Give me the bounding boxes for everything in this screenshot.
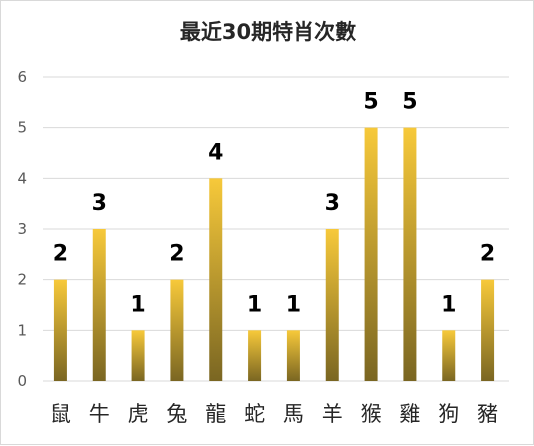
x-tick-label: 狗 bbox=[438, 402, 459, 426]
y-tick-label: 5 bbox=[17, 119, 27, 137]
x-tick-label: 牛 bbox=[89, 402, 110, 426]
y-tick-label: 0 bbox=[17, 372, 27, 390]
data-label: 3 bbox=[325, 191, 340, 216]
y-tick-label: 6 bbox=[17, 68, 27, 86]
chart-title: 最近30期特肖次數 bbox=[180, 20, 356, 44]
gridlines bbox=[43, 76, 509, 382]
data-label: 3 bbox=[92, 191, 107, 216]
bar bbox=[286, 330, 300, 381]
data-label: 2 bbox=[480, 242, 495, 267]
bars bbox=[53, 127, 495, 382]
data-label: 5 bbox=[363, 90, 378, 115]
x-tick-label: 羊 bbox=[322, 402, 343, 426]
bar bbox=[53, 279, 67, 381]
x-tick-label: 馬 bbox=[283, 402, 304, 426]
bar bbox=[481, 279, 495, 381]
y-tick-label: 3 bbox=[17, 220, 27, 238]
y-tick-label: 1 bbox=[17, 321, 27, 339]
x-tick-label: 虎 bbox=[128, 402, 149, 426]
data-label: 1 bbox=[286, 292, 301, 317]
data-label: 2 bbox=[169, 242, 184, 267]
y-tick-label: 2 bbox=[17, 271, 27, 289]
data-label: 2 bbox=[53, 242, 68, 267]
bar bbox=[325, 229, 339, 381]
x-tick-label: 鼠 bbox=[50, 402, 71, 426]
data-label: 1 bbox=[130, 292, 145, 317]
y-tick-label: 4 bbox=[17, 169, 27, 187]
x-tick-label: 猴 bbox=[361, 402, 382, 426]
x-axis-ticks: 鼠牛虎兔龍蛇馬羊猴雞狗豬 bbox=[50, 402, 498, 426]
x-tick-label: 蛇 bbox=[244, 402, 265, 426]
bar bbox=[403, 127, 417, 382]
y-axis-ticks: 0 1 2 3 4 5 6 bbox=[17, 68, 27, 390]
x-tick-label: 兔 bbox=[166, 402, 187, 426]
data-label: 4 bbox=[208, 140, 223, 165]
bar bbox=[92, 229, 106, 381]
data-label: 1 bbox=[441, 292, 456, 317]
bar bbox=[442, 330, 456, 381]
data-label: 1 bbox=[247, 292, 262, 317]
bar bbox=[248, 330, 262, 381]
x-tick-label: 雞 bbox=[399, 402, 420, 426]
x-tick-label: 豬 bbox=[477, 402, 498, 426]
bar bbox=[364, 127, 378, 382]
bar bbox=[131, 330, 145, 381]
bar bbox=[170, 279, 184, 381]
data-label: 5 bbox=[402, 90, 417, 115]
bar bbox=[209, 178, 223, 381]
x-tick-label: 龍 bbox=[205, 402, 226, 426]
